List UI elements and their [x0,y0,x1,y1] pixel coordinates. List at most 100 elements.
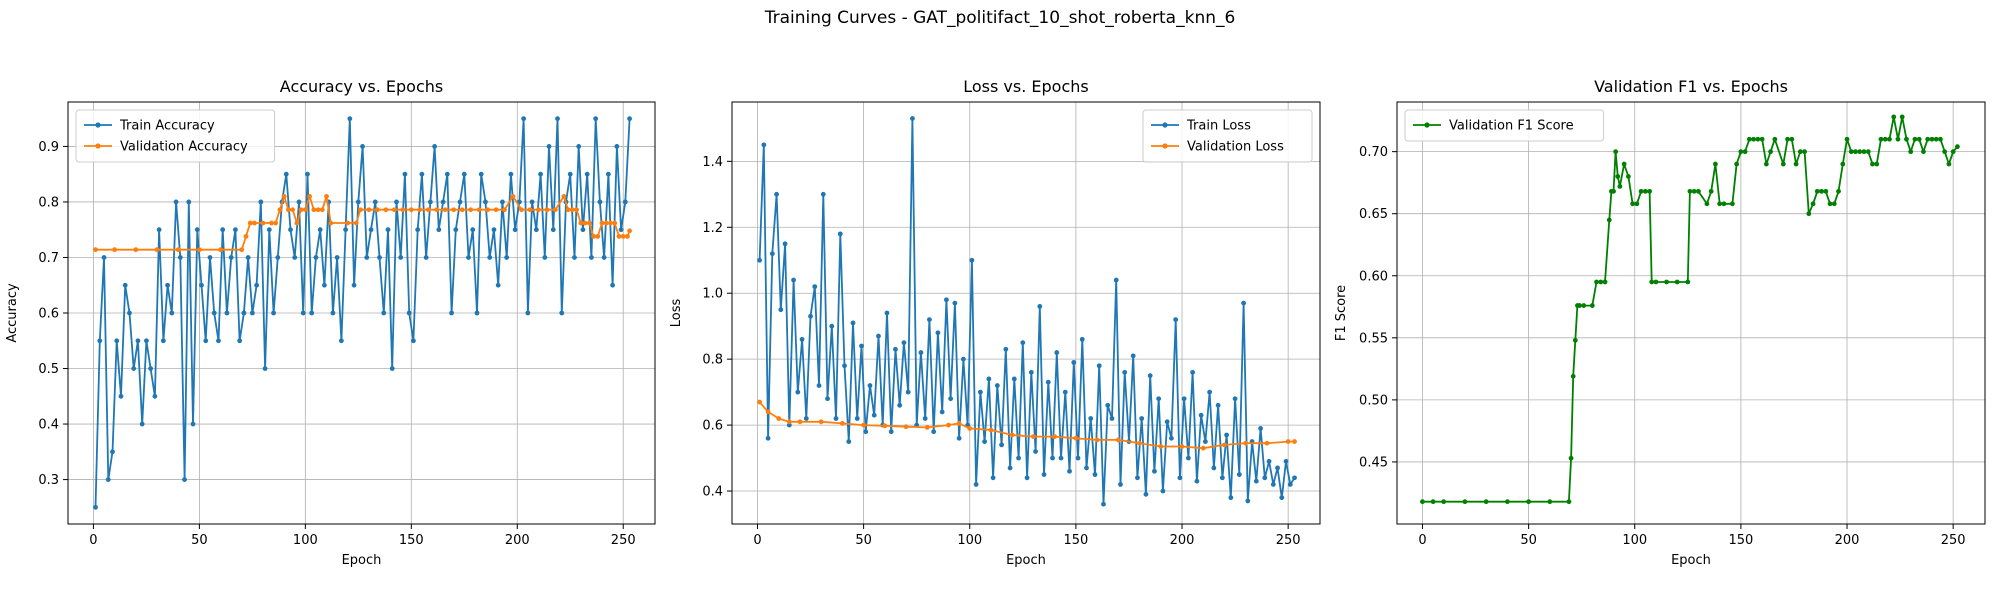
data-point [603,220,609,226]
data-point [599,220,605,226]
data-point [1942,149,1948,155]
data-point [574,207,579,213]
data-point [175,247,181,253]
data-point [555,116,560,122]
y-tick-label: 0.50 [1359,393,1388,408]
data-point [1738,149,1744,155]
y-tick-label: 0.8 [702,353,723,368]
data-point [1194,478,1200,484]
data-point [211,310,217,316]
data-point [927,317,932,322]
data-point [135,338,141,344]
data-point [381,310,387,316]
data-point [1045,379,1051,385]
data-point [1143,491,1149,497]
data-point [910,116,915,121]
data-point [1224,432,1229,438]
data-point [1096,363,1102,369]
data-point [757,257,762,263]
accuracy-panel: 0 50 100 150 200 250 0.3 0.4 0.5 0.6 0.7 0.8 0.9 Accu… [5,77,656,568]
data-point [1243,440,1249,446]
data-point [1904,136,1909,142]
data-point [1173,317,1179,322]
data-point [1606,217,1612,223]
data-point [1921,149,1926,155]
data-point [614,144,620,149]
data-point [1793,161,1799,167]
data-point [1279,495,1285,501]
data-point [1215,402,1221,408]
data-point [956,421,962,426]
data-point [905,389,911,395]
data-point [1275,465,1280,471]
data-point [1734,161,1740,167]
data-point [1270,482,1276,487]
data-point [969,257,975,263]
data-point [1570,373,1576,379]
data-point [300,310,306,316]
data-point [199,282,204,288]
data-point [302,207,308,213]
data-point [127,310,132,316]
x-tick-label: 100 [1622,533,1647,548]
data-point [1566,499,1572,505]
data-point [1844,136,1850,142]
data-point [1073,435,1079,441]
x-tick-label: 150 [1063,533,1088,548]
data-point [597,199,603,205]
data-point [1664,279,1669,285]
data-point [247,220,253,226]
data-point [1547,499,1553,505]
data-point [372,199,378,205]
data-point [1768,149,1774,155]
data-point [453,227,459,233]
y-tick-label: 0.6 [702,419,723,434]
data-point [512,227,518,233]
data-point [837,231,843,237]
data-point [1685,279,1691,285]
y-tick-label: 0.7 [38,251,59,266]
x-tick-label: 0 [753,533,761,548]
data-point [338,338,344,344]
data-point [1717,201,1723,207]
data-point [782,241,788,247]
data-point [305,171,310,177]
data-point [1857,149,1863,155]
figure-suptitle: Training Curves - GAT_politifact_10_shot… [764,8,1236,28]
data-point [243,233,249,239]
data-point [956,435,962,441]
data-point [504,255,510,260]
data-point [186,199,192,205]
data-point [1200,445,1206,451]
data-point [1264,440,1270,446]
data-point [118,393,124,399]
data-point [358,207,363,213]
data-point [449,310,454,316]
data-point [1222,442,1227,448]
data-point [177,255,183,260]
chart-title: Accuracy vs. Epochs [280,77,443,96]
data-point [1164,419,1170,425]
data-point [194,227,200,233]
data-point [1865,149,1871,155]
data-point [216,338,221,344]
data-point [411,338,416,344]
data-point [982,439,988,444]
data-point [1878,136,1884,142]
data-point [374,207,380,213]
data-point [1708,188,1714,194]
data-point [1831,201,1837,207]
data-point [521,116,527,122]
data-point [861,422,867,428]
legend-swatch-marker [1162,143,1168,149]
y-tick-label: 0.5 [38,362,59,377]
data-point [1007,465,1013,471]
data-point [612,220,618,226]
data-point [160,338,166,344]
data-point [1135,475,1140,481]
data-point [319,207,325,213]
data-point [1874,161,1880,167]
data-point [527,207,533,213]
data-point [156,227,162,233]
